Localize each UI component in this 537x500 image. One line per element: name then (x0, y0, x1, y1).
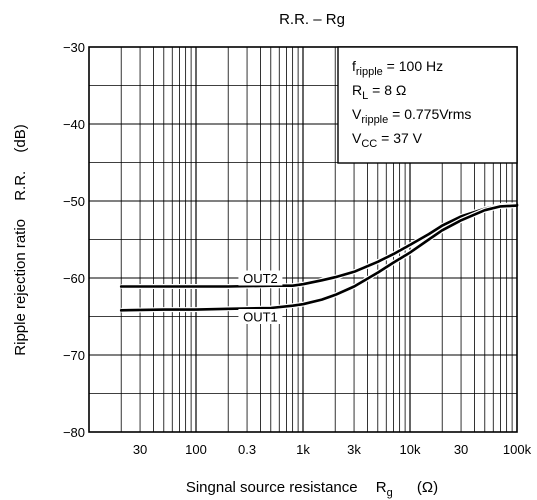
y-axis-symbol: R.R. (12, 171, 29, 201)
series-line-out2 (119, 203, 519, 288)
grid (89, 47, 517, 432)
condition-line: RL = 8 Ω (352, 82, 406, 102)
y-tick-label: −70 (63, 348, 85, 363)
x-tick-label: 1k (296, 442, 310, 457)
x-tick-label: 3k (347, 442, 361, 457)
series-label-out2: OUT2 (243, 271, 278, 286)
y-tick-label: −30 (63, 40, 85, 55)
series-labels: OUT2 OUT1 (238, 270, 283, 325)
x-axis-label-text: Singnal source resistance (186, 479, 358, 496)
y-tick-label: −60 (63, 271, 85, 286)
tick-labels: 30 100 0.3 1k 3k 10k 30 100k −30 −40 −50 −60 −70 −80 (63, 40, 532, 457)
x-tick-label: 100k (503, 442, 532, 457)
y-tick-label: −40 (63, 117, 85, 132)
y-axis-label-text: Ripple rejection ratio (12, 219, 29, 356)
x-tick-label: 10k (400, 442, 421, 457)
x-tick-label: 30 (133, 442, 147, 457)
series-label-bg-out1 (238, 309, 283, 324)
series-layer (119, 202, 519, 313)
x-axis-unit: (Ω) (417, 479, 438, 496)
y-axis-label: Ripple rejection ratio R.R. (dB) (12, 124, 29, 355)
condition-line: fripple = 100 Hz (352, 58, 443, 78)
chart-title: R.R. – Rg (279, 11, 345, 28)
plot-frame (88, 46, 518, 433)
y-axis-unit: (dB) (12, 124, 29, 152)
series-label-bg-out2 (238, 270, 283, 286)
y-tick-label: −80 (63, 425, 85, 440)
series-label-out1: OUT1 (243, 310, 278, 325)
y-tick-label: −50 (63, 194, 85, 209)
condition-box-frame (337, 46, 518, 164)
condition-line: VCC = 37 V (352, 130, 423, 150)
x-tick-label: 0.3 (238, 442, 256, 457)
x-axis-symbol: R (376, 479, 387, 496)
series-line-out1 (119, 204, 519, 312)
x-axis-label: Singnal source resistance Rg (Ω) (186, 479, 438, 500)
condition-box: fripple = 100 Hz RL = 8 Ω Vripple = 0.775V… (337, 46, 518, 164)
x-tick-label: 30 (454, 442, 468, 457)
x-tick-label: 100 (185, 442, 207, 457)
condition-line: Vripple = 0.775Vrms (352, 106, 471, 126)
x-axis-symbol-sub: g (387, 487, 393, 499)
